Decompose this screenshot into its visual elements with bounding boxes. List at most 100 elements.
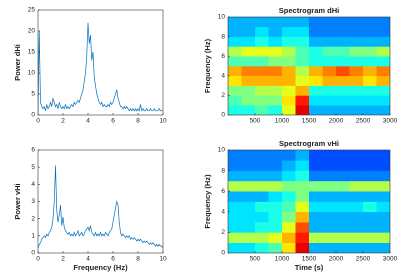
heatmap-cell: [295, 242, 310, 253]
heatmap-cell: [228, 26, 242, 37]
x-tick-label: 2000: [329, 256, 344, 263]
heatmap-cell: [336, 191, 350, 202]
heatmap-cell: [363, 56, 377, 67]
heatmap-cell: [309, 26, 323, 37]
heatmap-cell: [241, 75, 256, 86]
heatmap-cell: [255, 66, 269, 77]
y-tick-label: 4: [31, 181, 35, 188]
y-axis-label: Power vHi: [13, 183, 22, 219]
heatmap-cell: [349, 222, 364, 233]
heatmap-cell: [309, 36, 323, 47]
heatmap-cell: [228, 180, 242, 192]
heatmap-cell: [282, 85, 296, 96]
heatmap-cell: [349, 56, 364, 67]
heatmap-cell: [336, 85, 350, 96]
line: [38, 165, 163, 249]
heatmap-cell: [309, 85, 323, 96]
heatmap-cell: [295, 105, 310, 115]
y-tick-label: 2: [221, 92, 225, 99]
plot-area: [38, 165, 163, 249]
heatmap-cell: [336, 201, 350, 213]
heatmap-cell: [268, 170, 283, 182]
heatmap-cell: [255, 85, 269, 96]
heatmap-cell: [363, 66, 377, 77]
heatmap-cell: [376, 75, 390, 86]
heatmap-cell: [336, 211, 350, 223]
heatmap-cell: [282, 26, 296, 37]
x-tick-label: 2500: [356, 118, 371, 125]
heatmap-cell: [309, 75, 323, 86]
heatmap-cell: [282, 232, 296, 243]
x-tick-label: 10: [159, 118, 167, 125]
heatmap-cell: [363, 211, 377, 223]
heatmap-cell: [349, 105, 364, 115]
heatmap-cell: [376, 85, 390, 96]
heatmap-cell: [349, 242, 364, 253]
heatmap-cell: [363, 191, 377, 202]
line: [38, 22, 163, 113]
heatmap-cell: [295, 66, 310, 77]
heatmap-cell: [228, 160, 242, 171]
heatmap-cell: [309, 211, 323, 223]
y-tick-label: 2: [221, 229, 225, 236]
x-tick-label: 6: [111, 256, 115, 263]
heatmap-cell: [241, 56, 256, 67]
plot-area: [38, 22, 163, 113]
heatmap-cell: [322, 66, 337, 77]
heatmap-cell: [309, 95, 323, 106]
heatmap-cell: [322, 160, 337, 171]
heatmap-cell: [309, 170, 323, 182]
heatmap-cell: [376, 160, 390, 171]
heatmap-cell: [228, 222, 242, 233]
heatmap-cell: [241, 26, 256, 37]
heatmap-cell: [376, 222, 390, 233]
heatmap-cell: [241, 46, 256, 57]
heatmap-cell: [336, 95, 350, 106]
heatmap-cell: [376, 232, 390, 243]
heatmap-cell: [228, 85, 242, 96]
heatmap-cell: [376, 46, 390, 57]
heatmap-cell: [295, 95, 310, 106]
heatmap-cell: [322, 105, 337, 115]
heatmap-cell: [282, 180, 296, 192]
heatmap-cell: [268, 150, 283, 161]
heatmap-cell: [363, 36, 377, 47]
heatmap-cell: [228, 170, 242, 182]
heatmap-cell: [255, 211, 269, 223]
heatmap-cell: [268, 222, 283, 233]
heatmap-cell: [363, 150, 377, 161]
heatmap-cell: [295, 26, 310, 37]
heatmap-cell: [268, 191, 283, 202]
heatmap-cell: [363, 170, 377, 182]
heatmap-cell: [282, 211, 296, 223]
heatmap-cell: [228, 75, 242, 86]
chart-title: Spectrogram vHi: [279, 139, 339, 148]
heatmap-cell: [241, 201, 256, 213]
x-tick-label: 4: [86, 118, 90, 125]
x-tick-label: 0: [36, 256, 40, 263]
heatmap-cell: [322, 46, 337, 57]
x-tick-label: 1000: [275, 118, 290, 125]
heatmap-cell: [255, 170, 269, 182]
heatmap-cell: [376, 201, 390, 213]
heatmap-cell: [241, 242, 256, 253]
heatmap-cell: [363, 222, 377, 233]
heatmap-cell: [255, 150, 269, 161]
heatmap-cell: [376, 242, 390, 253]
y-tick-label: 0: [31, 250, 35, 257]
heatmap-cell: [349, 85, 364, 96]
heatmap-cell: [228, 46, 242, 57]
heatmap-cell: [295, 211, 310, 223]
x-tick-label: 3000: [383, 256, 398, 263]
x-tick-label: 2: [61, 256, 65, 263]
heatmap-cell: [255, 201, 269, 213]
heatmap-cell: [255, 180, 269, 192]
heatmap-cell: [241, 95, 256, 106]
heatmap-cell: [336, 17, 350, 28]
x-tick-label: 1500: [302, 256, 317, 263]
heatmap-cell: [376, 191, 390, 202]
y-tick-label: 6: [31, 147, 35, 154]
heatmap-cell: [363, 160, 377, 171]
y-tick-label: 20: [28, 28, 36, 35]
heatmap-cell: [268, 95, 283, 106]
